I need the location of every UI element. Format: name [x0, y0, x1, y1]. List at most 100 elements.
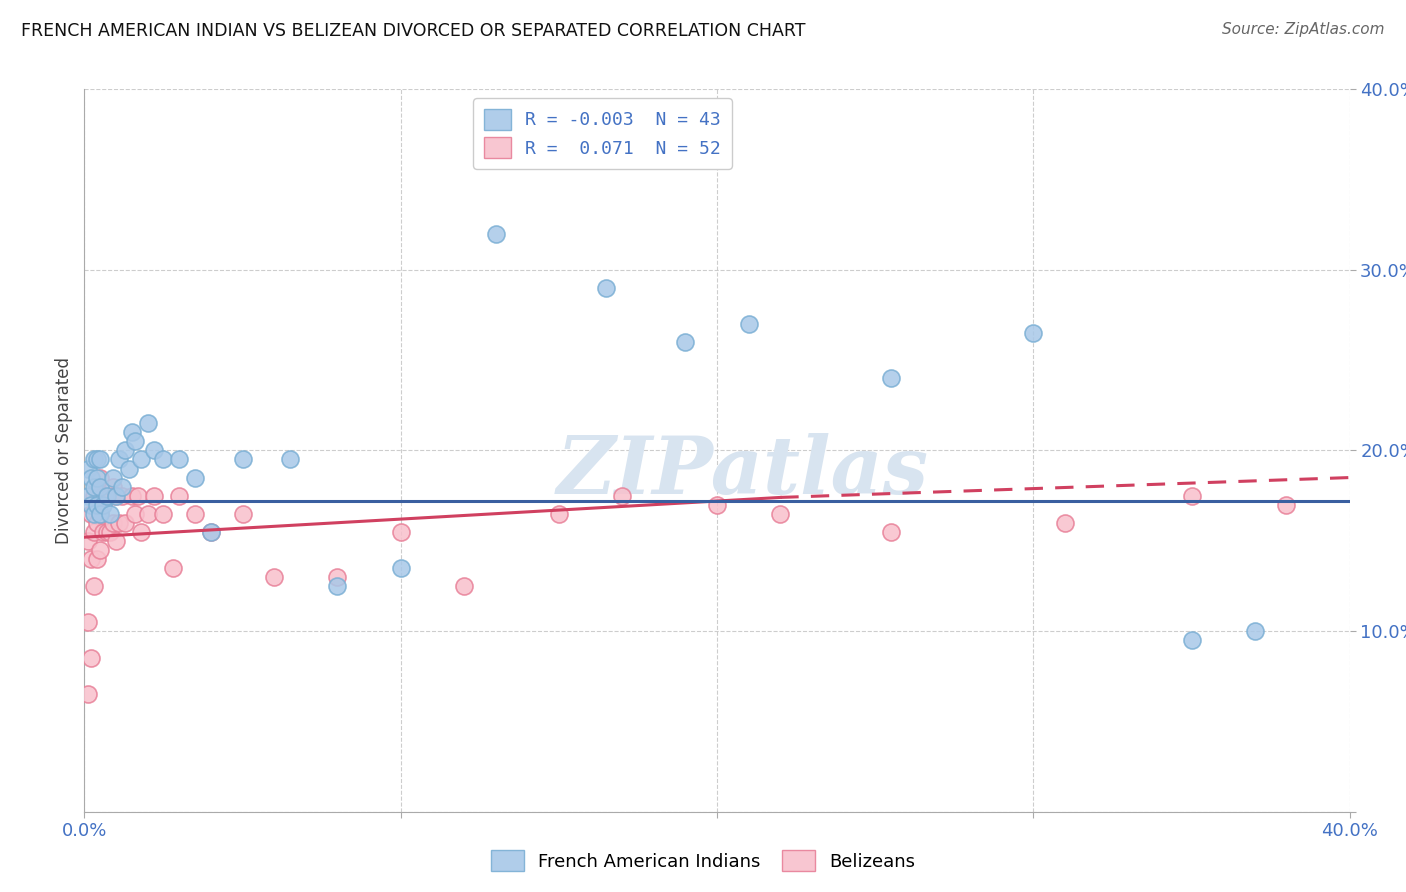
Legend: French American Indians, Belizeans: French American Indians, Belizeans — [484, 843, 922, 879]
Point — [111, 489, 134, 503]
Point — [152, 507, 174, 521]
Point — [89, 542, 111, 557]
Point — [675, 334, 697, 349]
Point — [880, 371, 903, 385]
Point — [129, 452, 153, 467]
Point — [76, 533, 98, 548]
Point — [101, 480, 124, 494]
Point — [79, 470, 103, 484]
Point — [83, 507, 105, 521]
Point — [83, 524, 105, 539]
Point — [86, 498, 108, 512]
Point — [1275, 498, 1298, 512]
Point — [83, 489, 105, 503]
Point — [105, 489, 127, 503]
Point — [79, 507, 103, 521]
Point — [769, 507, 792, 521]
Point — [93, 489, 115, 503]
Point — [737, 317, 759, 331]
Point — [86, 452, 108, 467]
Point — [111, 480, 134, 494]
Point — [76, 489, 98, 503]
Point — [136, 507, 159, 521]
Point — [83, 579, 105, 593]
Point — [129, 524, 153, 539]
Point — [453, 579, 475, 593]
Point — [108, 452, 131, 467]
Point — [231, 452, 254, 467]
Point — [105, 489, 127, 503]
Point — [1180, 633, 1202, 648]
Point — [162, 561, 184, 575]
Point — [127, 489, 149, 503]
Point — [389, 524, 412, 539]
Point — [101, 470, 124, 484]
Point — [86, 480, 108, 494]
Point — [169, 452, 191, 467]
Point — [83, 480, 105, 494]
Point — [263, 570, 285, 584]
Point — [83, 452, 105, 467]
Point — [96, 489, 118, 503]
Point — [118, 461, 141, 475]
Point — [114, 516, 136, 530]
Text: Source: ZipAtlas.com: Source: ZipAtlas.com — [1222, 22, 1385, 37]
Point — [143, 443, 166, 458]
Point — [89, 507, 111, 521]
Point — [136, 417, 159, 431]
Point — [143, 489, 166, 503]
Point — [184, 507, 207, 521]
Point — [124, 507, 146, 521]
Text: FRENCH AMERICAN INDIAN VS BELIZEAN DIVORCED OR SEPARATED CORRELATION CHART: FRENCH AMERICAN INDIAN VS BELIZEAN DIVOR… — [21, 22, 806, 40]
Point — [124, 434, 146, 449]
Text: ZIPatlas: ZIPatlas — [557, 434, 928, 511]
Point — [89, 507, 111, 521]
Point — [184, 470, 207, 484]
Point — [389, 561, 412, 575]
Point — [98, 507, 121, 521]
Point — [326, 579, 349, 593]
Point — [96, 489, 118, 503]
Point — [114, 443, 136, 458]
Point — [169, 489, 191, 503]
Legend: R = -0.003  N = 43, R =  0.071  N = 52: R = -0.003 N = 43, R = 0.071 N = 52 — [472, 98, 733, 169]
Point — [121, 489, 143, 503]
Point — [98, 489, 121, 503]
Point — [880, 524, 903, 539]
Point — [86, 516, 108, 530]
Point — [98, 524, 121, 539]
Point — [1054, 516, 1077, 530]
Point — [79, 551, 103, 566]
Point — [612, 489, 634, 503]
Point — [1180, 489, 1202, 503]
Point — [278, 452, 301, 467]
Point — [121, 425, 143, 440]
Point — [200, 524, 222, 539]
Point — [548, 507, 571, 521]
Point — [706, 498, 728, 512]
Point — [93, 524, 115, 539]
Point — [1243, 624, 1265, 639]
Point — [89, 452, 111, 467]
Point — [76, 461, 98, 475]
Point — [152, 452, 174, 467]
Point — [79, 651, 103, 665]
Point — [86, 551, 108, 566]
Point — [76, 615, 98, 629]
Point — [101, 516, 124, 530]
Point — [89, 480, 111, 494]
Point — [89, 470, 111, 484]
Point — [93, 498, 115, 512]
Point — [79, 498, 103, 512]
Point — [200, 524, 222, 539]
Point — [595, 281, 617, 295]
Point — [105, 533, 127, 548]
Point — [231, 507, 254, 521]
Point — [484, 227, 508, 241]
Point — [86, 470, 108, 484]
Point — [76, 687, 98, 701]
Point — [1022, 326, 1045, 340]
Y-axis label: Divorced or Separated: Divorced or Separated — [55, 357, 73, 544]
Point — [326, 570, 349, 584]
Point — [96, 524, 118, 539]
